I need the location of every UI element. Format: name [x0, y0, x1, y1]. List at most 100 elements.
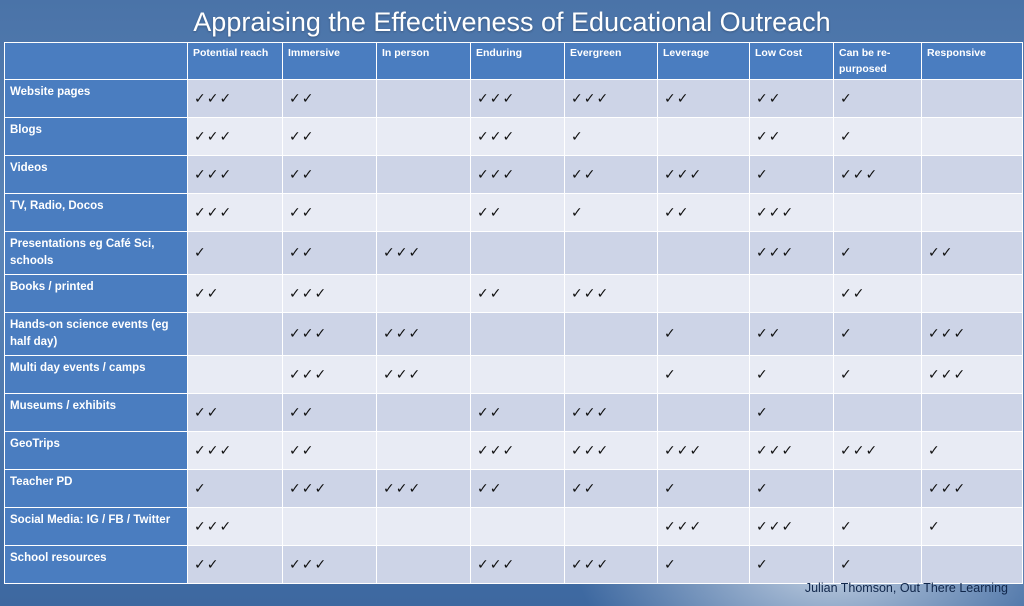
column-header: In person	[376, 42, 471, 80]
rating-cell	[564, 231, 658, 275]
rating-cell	[376, 431, 471, 470]
rating-cell: ✓✓✓	[470, 431, 565, 470]
rating-cell	[187, 312, 283, 356]
row-label: Museums / exhibits	[4, 393, 188, 432]
table-row: Museums / exhibits ✓✓ ✓✓ ✓✓ ✓✓✓ ✓	[4, 393, 1023, 432]
rating-cell: ✓✓	[470, 193, 565, 232]
rating-cell: ✓✓	[282, 231, 377, 275]
rating-cell: ✓✓✓	[921, 355, 1023, 394]
rating-cell: ✓✓	[470, 393, 565, 432]
rating-cell: ✓✓	[749, 79, 834, 118]
rating-cell: ✓	[657, 545, 750, 584]
rating-cell	[376, 117, 471, 156]
column-header: Low Cost	[749, 42, 834, 80]
rating-cell: ✓✓✓	[749, 231, 834, 275]
rating-cell: ✓	[833, 117, 922, 156]
table-body: Website pages ✓✓✓ ✓✓ ✓✓✓ ✓✓✓ ✓✓ ✓✓ ✓ Blogs ✓✓✓ ✓✓ ✓…	[4, 79, 1023, 584]
table-row: Teacher PD ✓ ✓✓✓ ✓✓✓ ✓✓ ✓✓ ✓ ✓ ✓✓✓	[4, 469, 1023, 508]
rating-cell: ✓✓	[282, 117, 377, 156]
rating-cell: ✓✓✓	[282, 469, 377, 508]
table-row: Hands-on science events (eg half day) ✓✓✓…	[4, 312, 1023, 356]
rating-cell: ✓✓✓	[749, 431, 834, 470]
column-header: Leverage	[657, 42, 750, 80]
rating-cell: ✓✓	[749, 117, 834, 156]
rating-cell: ✓✓✓	[564, 274, 658, 313]
table-row: GeoTrips ✓✓✓ ✓✓ ✓✓✓ ✓✓✓ ✓✓✓ ✓✓✓ ✓✓✓ ✓	[4, 431, 1023, 470]
rating-cell	[921, 193, 1023, 232]
rating-cell: ✓✓✓	[921, 312, 1023, 356]
rating-cell	[282, 507, 377, 546]
rating-cell	[921, 117, 1023, 156]
table-row: Blogs ✓✓✓ ✓✓ ✓✓✓ ✓ ✓✓ ✓	[4, 117, 1023, 156]
column-header: Evergreen	[564, 42, 658, 80]
rating-cell: ✓✓✓	[376, 469, 471, 508]
rating-cell: ✓✓	[187, 545, 283, 584]
rating-cell	[833, 469, 922, 508]
rating-cell: ✓✓✓	[376, 312, 471, 356]
row-label: Blogs	[4, 117, 188, 156]
rating-cell: ✓✓✓	[564, 393, 658, 432]
rating-cell	[187, 355, 283, 394]
rating-cell	[657, 117, 750, 156]
rating-cell: ✓✓✓	[564, 431, 658, 470]
rating-cell: ✓	[833, 545, 922, 584]
row-label: Teacher PD	[4, 469, 188, 508]
corner-cell	[4, 42, 188, 80]
rating-cell: ✓✓✓	[833, 431, 922, 470]
row-label: Social Media: IG / FB / Twitter	[4, 507, 188, 546]
rating-cell: ✓✓	[470, 469, 565, 508]
rating-cell: ✓	[833, 355, 922, 394]
table-row: Social Media: IG / FB / Twitter ✓✓✓ ✓✓✓ ✓✓✓…	[4, 507, 1023, 546]
rating-cell: ✓✓	[282, 431, 377, 470]
row-label: TV, Radio, Docos	[4, 193, 188, 232]
row-label: School resources	[4, 545, 188, 584]
rating-cell: ✓✓	[282, 155, 377, 194]
rating-cell: ✓✓✓	[376, 355, 471, 394]
rating-cell	[564, 355, 658, 394]
rating-cell: ✓✓	[187, 274, 283, 313]
rating-cell: ✓✓✓	[187, 155, 283, 194]
rating-cell	[564, 312, 658, 356]
rating-cell: ✓	[657, 355, 750, 394]
rating-cell	[470, 507, 565, 546]
rating-cell: ✓	[749, 393, 834, 432]
rating-cell: ✓	[749, 155, 834, 194]
outreach-table: Potential reach Immersive In person Endu…	[4, 42, 1023, 584]
row-label: Website pages	[4, 79, 188, 118]
rating-cell	[833, 193, 922, 232]
rating-cell	[376, 545, 471, 584]
rating-cell	[564, 507, 658, 546]
rating-cell	[376, 507, 471, 546]
rating-cell: ✓✓	[282, 193, 377, 232]
rating-cell: ✓	[187, 231, 283, 275]
rating-cell: ✓✓	[564, 469, 658, 508]
rating-cell: ✓	[564, 117, 658, 156]
rating-cell: ✓✓✓	[564, 79, 658, 118]
page-title: Appraising the Effectiveness of Educatio…	[193, 7, 831, 37]
rating-cell: ✓✓✓	[833, 155, 922, 194]
rating-cell: ✓✓✓	[470, 545, 565, 584]
rating-cell	[376, 193, 471, 232]
rating-cell	[921, 393, 1023, 432]
footer-credit: Julian Thomson, Out There Learning	[804, 581, 1008, 595]
rating-cell: ✓✓	[657, 193, 750, 232]
row-label: Hands-on science events (eg half day)	[4, 312, 188, 356]
rating-cell: ✓	[749, 545, 834, 584]
rating-cell: ✓✓✓	[187, 117, 283, 156]
row-label: GeoTrips	[4, 431, 188, 470]
column-header: Enduring	[470, 42, 565, 80]
rating-cell: ✓	[921, 431, 1023, 470]
rating-cell: ✓✓✓	[187, 431, 283, 470]
column-header: Immersive	[282, 42, 377, 80]
table-row: Videos ✓✓✓ ✓✓ ✓✓✓ ✓✓ ✓✓✓ ✓ ✓✓✓	[4, 155, 1023, 194]
table-row: Website pages ✓✓✓ ✓✓ ✓✓✓ ✓✓✓ ✓✓ ✓✓ ✓	[4, 79, 1023, 118]
column-header: Potential reach	[187, 42, 283, 80]
rating-cell: ✓✓✓	[282, 355, 377, 394]
rating-cell: ✓	[833, 231, 922, 275]
rating-cell: ✓	[921, 507, 1023, 546]
table-row: Presentations eg Café Sci, schools ✓ ✓✓ ✓✓✓…	[4, 231, 1023, 275]
rating-cell: ✓✓✓	[470, 117, 565, 156]
rating-cell	[376, 79, 471, 118]
rating-cell: ✓✓	[749, 312, 834, 356]
table-row: TV, Radio, Docos ✓✓✓ ✓✓ ✓✓ ✓ ✓✓ ✓✓✓	[4, 193, 1023, 232]
